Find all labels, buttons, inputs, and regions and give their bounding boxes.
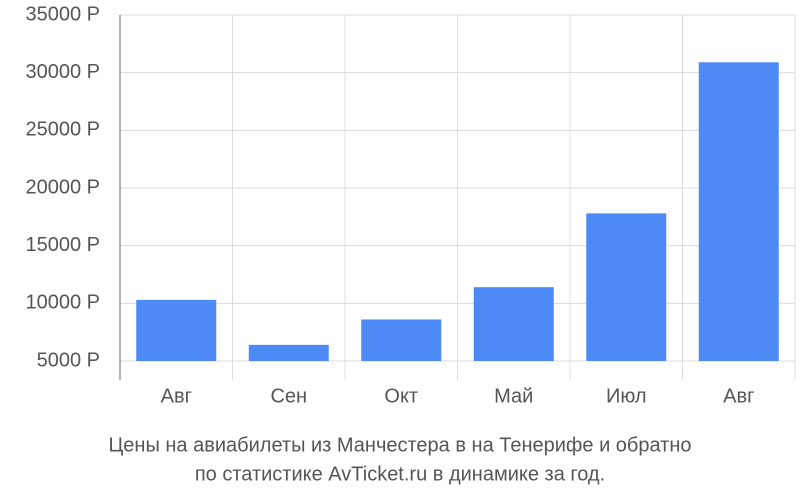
bar: [361, 319, 442, 361]
x-tick-label: Май: [494, 385, 533, 407]
x-tick-label: Июл: [606, 385, 647, 407]
bar: [473, 287, 554, 361]
bar: [586, 213, 667, 361]
y-tick-label: 5000 Р: [37, 349, 100, 371]
x-tick-label: Сен: [270, 385, 307, 407]
y-tick-label: 25000 Р: [25, 119, 100, 141]
y-tick-label: 20000 Р: [25, 176, 100, 198]
x-tick-label: Окт: [384, 385, 418, 407]
y-tick-label: 15000 Р: [25, 234, 100, 256]
bar: [248, 344, 329, 361]
bar: [698, 62, 779, 361]
caption: по статистике AvTicket.ru в динамике за …: [195, 463, 605, 485]
y-tick-label: 10000 Р: [25, 292, 100, 314]
x-tick-label: Авг: [161, 385, 192, 407]
y-tick-label: 30000 Р: [25, 61, 100, 83]
y-tick-label: 35000 Р: [25, 3, 100, 25]
bar: [136, 299, 217, 361]
x-tick-label: Авг: [723, 385, 754, 407]
caption: Цены на авиабилеты из Манчестера в на Те…: [108, 434, 691, 456]
